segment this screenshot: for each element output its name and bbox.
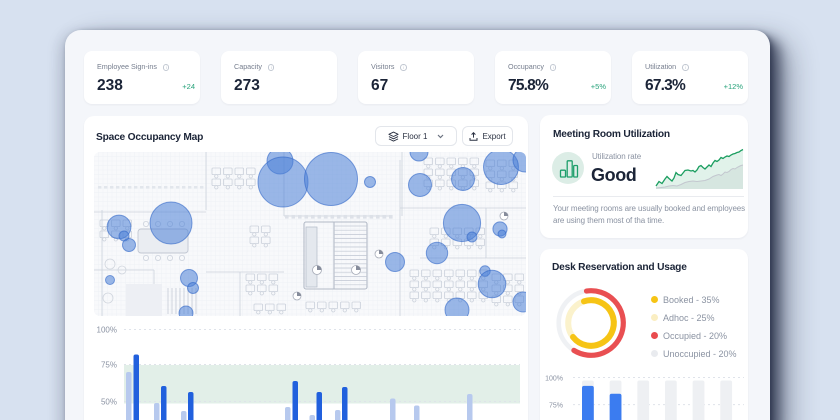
svg-text:75%: 75% (101, 361, 117, 370)
svg-text:100%: 100% (545, 376, 563, 383)
svg-text:100%: 100% (97, 326, 117, 335)
svg-text:75%: 75% (549, 403, 563, 410)
svg-text:50%: 50% (101, 398, 117, 407)
